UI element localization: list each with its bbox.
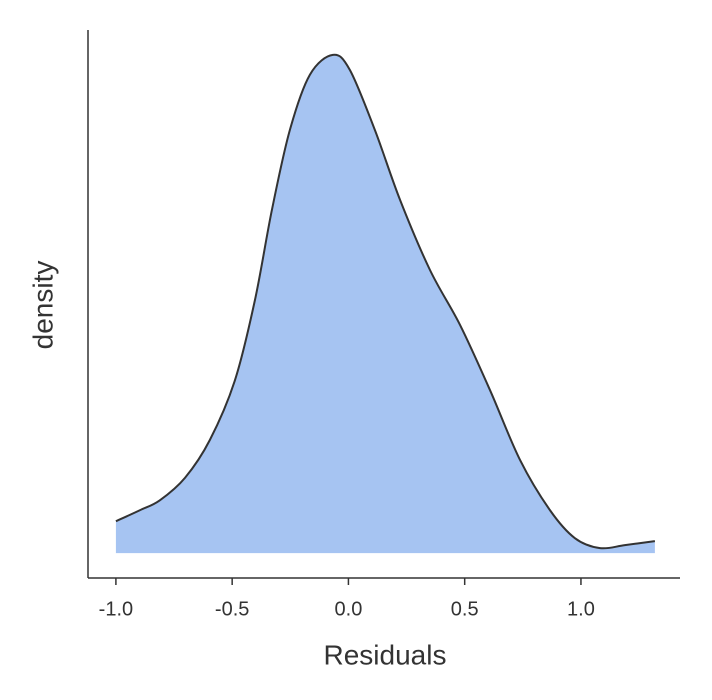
x-tick-label: -1.0 — [99, 598, 133, 620]
y-axis-title: density — [27, 261, 58, 350]
x-tick-label: 0.0 — [335, 598, 363, 620]
x-tick-label: 1.0 — [567, 598, 595, 620]
x-tick-label: -0.5 — [215, 598, 249, 620]
x-tick-label: 0.5 — [451, 598, 479, 620]
density-area — [115, 54, 655, 554]
x-axis-title: Residuals — [324, 639, 447, 670]
density-line — [115, 53, 656, 550]
